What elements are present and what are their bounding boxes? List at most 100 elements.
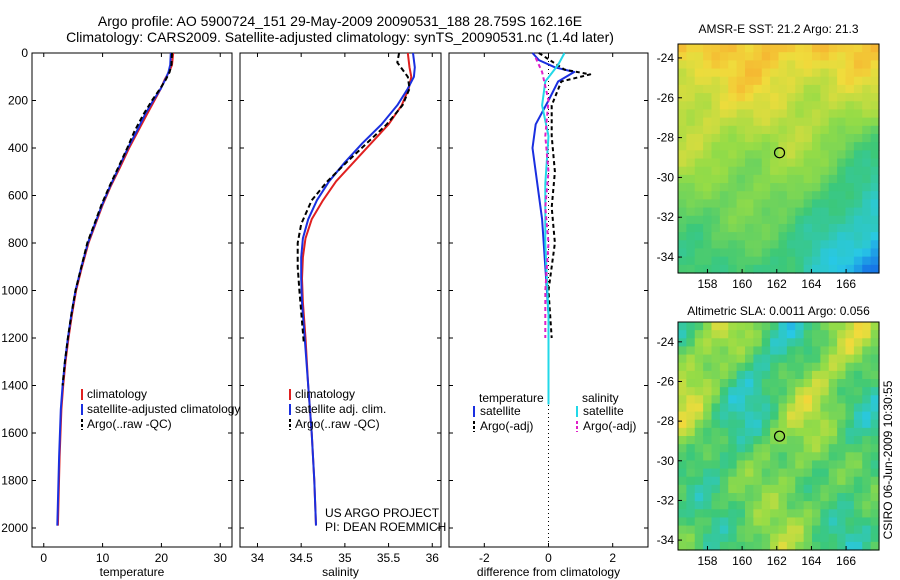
heatmap-cell — [820, 44, 830, 53]
heatmap-cell — [828, 501, 838, 510]
y-tick-label: 1400 — [1, 379, 28, 393]
heatmap-cell — [770, 541, 780, 551]
heatmap-cell — [820, 191, 830, 200]
heatmap-cell — [694, 452, 704, 462]
heatmap-cell — [703, 158, 713, 168]
heatmap-cell — [828, 322, 838, 331]
heatmap-cell — [845, 387, 855, 396]
heatmap-cell — [778, 484, 788, 494]
heatmap-cell — [845, 93, 855, 102]
heatmap-cell — [870, 240, 880, 250]
heatmap-cell — [728, 158, 738, 168]
heatmap-cell — [728, 322, 738, 331]
heatmap-cell — [770, 444, 780, 453]
heatmap-cell — [820, 109, 830, 119]
heatmap-cell — [770, 60, 780, 70]
heatmap-cell — [845, 248, 855, 258]
heatmap-cell — [678, 142, 687, 151]
heatmap-cell — [745, 419, 754, 429]
heatmap-cell — [828, 395, 838, 405]
heatmap-cell — [812, 207, 821, 217]
heatmap-cell — [795, 68, 805, 78]
heatmap-cell — [711, 517, 721, 527]
heatmap-cell — [828, 93, 838, 102]
heatmap-cell — [736, 158, 746, 168]
heatmap-cell — [786, 215, 796, 225]
heatmap-cell — [786, 379, 796, 388]
heatmap-cell — [845, 117, 855, 127]
heatmap-cell — [862, 166, 872, 176]
heatmap-cell — [753, 264, 763, 274]
heatmap-cell — [719, 199, 729, 209]
heatmap-cell — [770, 256, 780, 266]
heatmap-cell — [736, 240, 746, 250]
heatmap-cell — [786, 533, 796, 543]
heatmap-cell — [678, 379, 687, 388]
y-tick-label: 800 — [8, 236, 28, 250]
heatmap-cell — [845, 379, 855, 388]
heatmap-cell — [761, 142, 771, 151]
heatmap-cell — [728, 484, 738, 494]
heatmap-cell — [753, 256, 763, 266]
heatmap-cell — [778, 52, 788, 61]
heatmap-cell — [812, 76, 821, 86]
heatmap-cell — [694, 223, 704, 233]
heatmap-cell — [694, 207, 704, 217]
heatmap-cell — [736, 133, 746, 143]
heatmap-cell — [862, 44, 872, 53]
heatmap-cell — [828, 142, 838, 151]
heatmap-cell — [845, 509, 855, 519]
heatmap-cell — [837, 183, 847, 192]
heatmap-cell — [786, 44, 796, 53]
heatmap-cell — [745, 468, 754, 478]
heatmap-cell — [853, 525, 863, 535]
heatmap-cell — [736, 68, 746, 78]
heatmap-cell — [812, 191, 821, 200]
heatmap-cell — [795, 484, 805, 494]
heatmap-cell — [870, 52, 880, 61]
heatmap-cell — [703, 452, 713, 462]
heatmap-cell — [837, 501, 847, 510]
heatmap-cell — [845, 215, 855, 225]
heatmap-cell — [820, 338, 830, 348]
heatmap-cell — [837, 387, 847, 396]
x-tick-label: 164 — [801, 554, 821, 568]
heatmap-cell — [736, 142, 746, 151]
heatmap-cell — [761, 44, 771, 53]
heatmap-cell — [686, 322, 696, 331]
heatmap-cell — [803, 240, 813, 250]
heatmap-cell — [753, 191, 763, 200]
heatmap-cell — [719, 174, 729, 184]
y-tick-label: -28 — [657, 131, 675, 145]
heatmap-cell — [678, 533, 687, 543]
heatmap-cell — [728, 525, 738, 535]
heatmap-cell — [795, 232, 805, 241]
heatmap-cell — [703, 44, 713, 53]
heatmap-cell — [736, 199, 746, 209]
heatmap-cell — [770, 191, 780, 200]
heatmap-cell — [828, 436, 838, 445]
heatmap-cell — [736, 322, 746, 331]
heatmap-cell — [678, 191, 687, 200]
x-axis-label: temperature — [100, 565, 165, 579]
heatmap-cells — [678, 44, 880, 274]
heatmap-cell — [736, 183, 746, 192]
heatmap-cell — [770, 419, 780, 429]
heatmap-cell — [862, 403, 872, 413]
heatmap-cell — [736, 215, 746, 225]
heatmap-cell — [778, 183, 788, 192]
heatmap-cell — [761, 419, 771, 429]
heatmap-cell — [820, 166, 830, 176]
heatmap-cell — [795, 174, 805, 184]
heatmap-cell — [812, 125, 821, 135]
heatmap-cell — [870, 117, 880, 127]
heatmap-cell — [703, 142, 713, 151]
heatmap-cell — [862, 444, 872, 453]
heatmap-cell — [820, 427, 830, 437]
heatmap-cell — [761, 509, 771, 519]
heatmap-cell — [828, 68, 838, 78]
heatmap-cell — [845, 240, 855, 250]
heatmap-cell — [703, 460, 713, 470]
heatmap-cell — [820, 541, 830, 551]
